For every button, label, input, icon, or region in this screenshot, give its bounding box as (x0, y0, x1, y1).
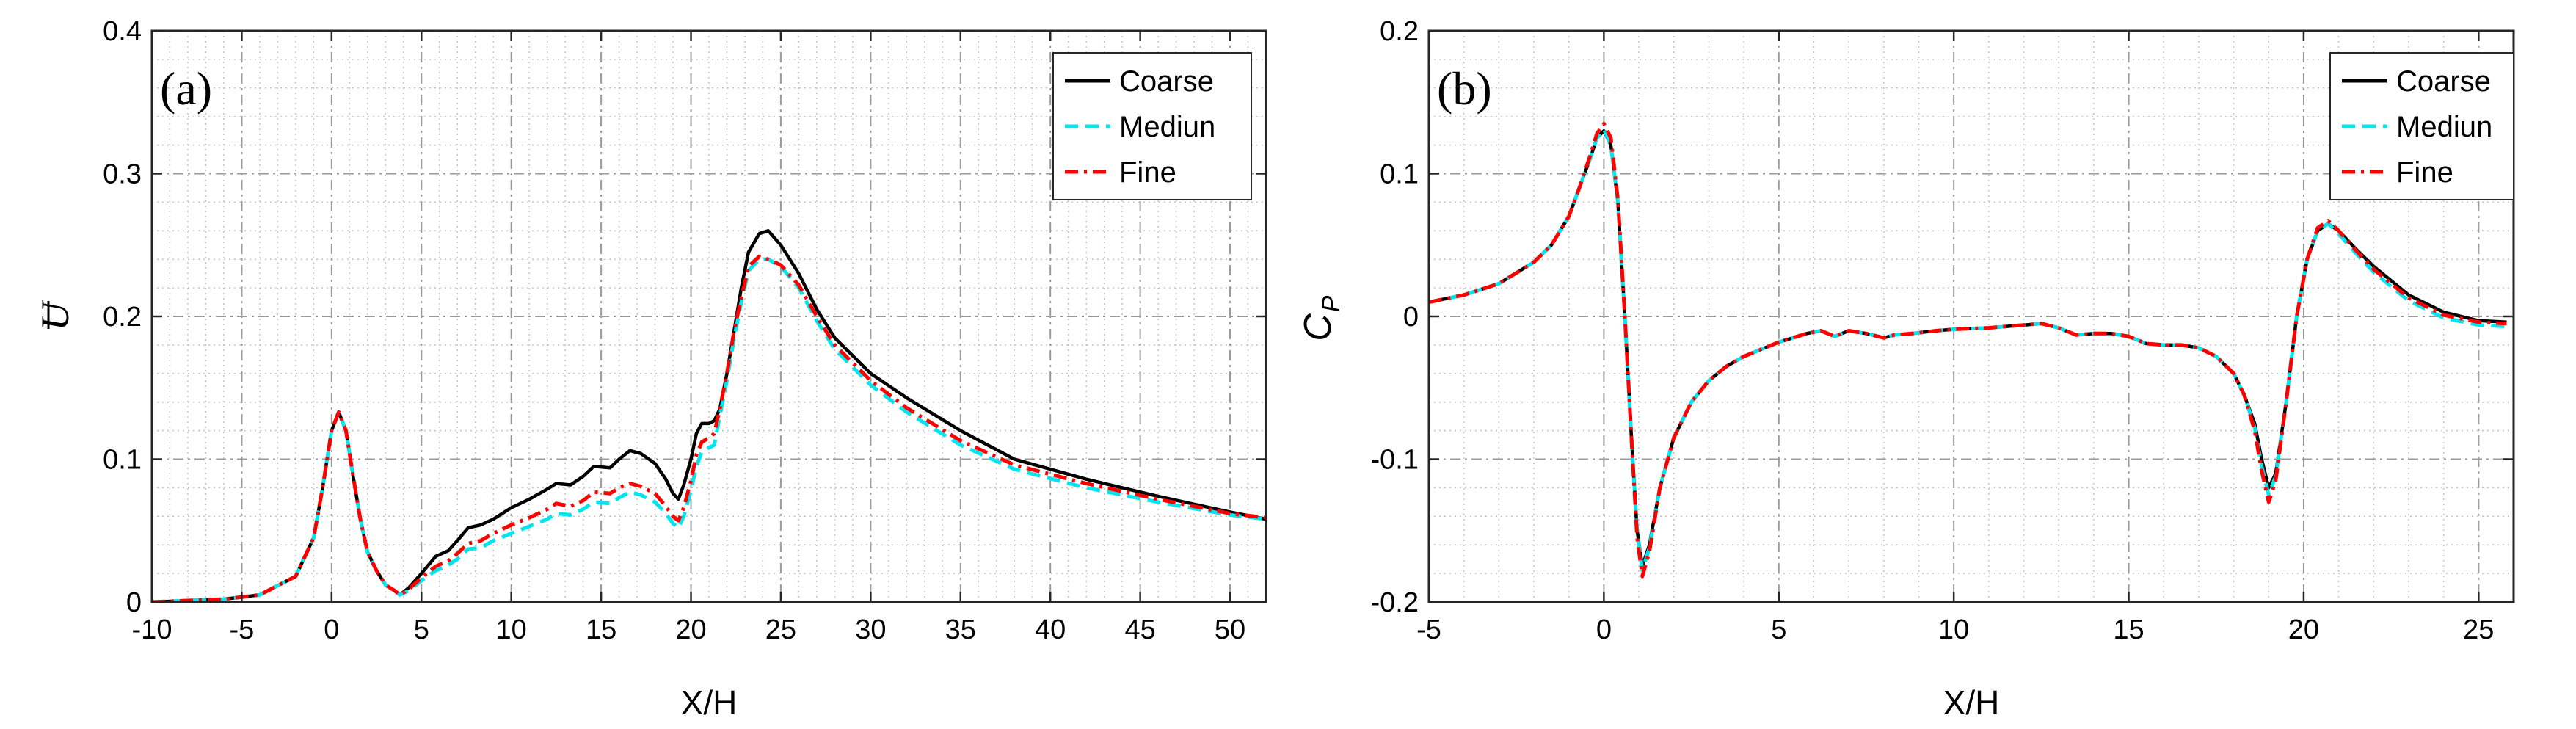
x-tick-label: 0 (1596, 614, 1612, 645)
x-tick-label: -5 (1416, 614, 1441, 645)
y-axis-label-b: C P (1297, 295, 1345, 341)
ticks-b: -5 0 5 10 15 20 25 -0.2 -0.1 0 0.1 0.2 (1371, 16, 2514, 645)
ticks-a: -10 -5 0 5 10 15 20 25 30 35 40 45 50 0 0.1 0.2 0.3 0.4 (103, 16, 1266, 645)
x-axis-label-a: X/H (681, 683, 738, 722)
y-tick-label: 0.2 (103, 302, 142, 333)
x-tick-label: 45 (1124, 614, 1155, 645)
x-tick-label: 5 (414, 614, 429, 645)
panel-label-b: (b) (1437, 62, 1492, 115)
legend-entries-a: Coarse Mediun Fine (1065, 65, 1215, 189)
y-tick-label: 0 (1403, 302, 1419, 333)
series-line-mediun (152, 257, 1266, 602)
x-tick-label: 15 (2113, 614, 2144, 645)
y-tick-label: 0.3 (103, 159, 142, 190)
series-group-b (1429, 121, 2507, 579)
y-tick-label: -0.1 (1371, 445, 1419, 476)
series-line-fine (152, 254, 1266, 602)
y-axis-label-a: U (33, 300, 77, 331)
y-axis-label-subscript-b: P (1317, 295, 1345, 312)
legend-label-mediun: Mediun (2396, 111, 2492, 143)
y-tick-label: 0.1 (1380, 159, 1419, 190)
x-axis-label-b: X/H (1943, 683, 2000, 722)
legend-label-coarse: Coarse (1119, 65, 1214, 98)
x-tick-label: 25 (765, 614, 796, 645)
x-tick-label: 35 (945, 614, 976, 645)
legend-label-mediun: Mediun (1119, 111, 1215, 143)
legend-entries-b: Coarse Mediun Fine (2342, 65, 2492, 189)
y-axis-label-text-a: U (33, 300, 77, 331)
legend-label-coarse: Coarse (2396, 65, 2491, 98)
y-tick-label: 0.4 (103, 16, 142, 47)
series-group-a (152, 229, 1266, 602)
series-line-fine (1429, 121, 2507, 579)
y-axis-label-text-b: C (1297, 313, 1339, 341)
x-tick-label: 25 (2463, 614, 2494, 645)
x-tick-label: 0 (324, 614, 339, 645)
y-tick-label: 0 (126, 587, 142, 618)
y-tick-label: 0.2 (1380, 16, 1419, 47)
x-tick-label: 20 (675, 614, 706, 645)
legend-b: Coarse Mediun Fine (2329, 52, 2514, 200)
panel-label-a: (a) (160, 62, 212, 115)
legend-label-fine: Fine (2396, 156, 2453, 189)
legend-box-b (2329, 52, 2514, 200)
x-tick-label: 10 (496, 614, 527, 645)
x-tick-label: 30 (855, 614, 886, 645)
legend-label-fine: Fine (1119, 156, 1176, 189)
y-tick-label: -0.2 (1371, 587, 1419, 618)
x-tick-label: -10 (132, 614, 172, 645)
x-tick-label: 10 (1938, 614, 1969, 645)
x-tick-label: 15 (586, 614, 616, 645)
chart-b: -5 0 5 10 15 20 25-0.2-0.100.10.2 (b) X/H C P … (1297, 16, 2515, 722)
x-tick-label: -5 (230, 614, 255, 645)
x-tick-label: 50 (1215, 614, 1245, 645)
y-tick-label: 0.1 (103, 445, 142, 476)
x-tick-label: 20 (2288, 614, 2319, 645)
chart-a: -10 -5 0 5 10 15 20 25 30 35 40 45 50 0 0.1 0.2 0.3 0.4 (… (33, 16, 1267, 722)
x-tick-label: 40 (1035, 614, 1066, 645)
legend-a: Coarse Mediun Fine (1052, 52, 1252, 200)
x-tick-label: 5 (1771, 614, 1786, 645)
series-line-coarse (152, 229, 1266, 602)
